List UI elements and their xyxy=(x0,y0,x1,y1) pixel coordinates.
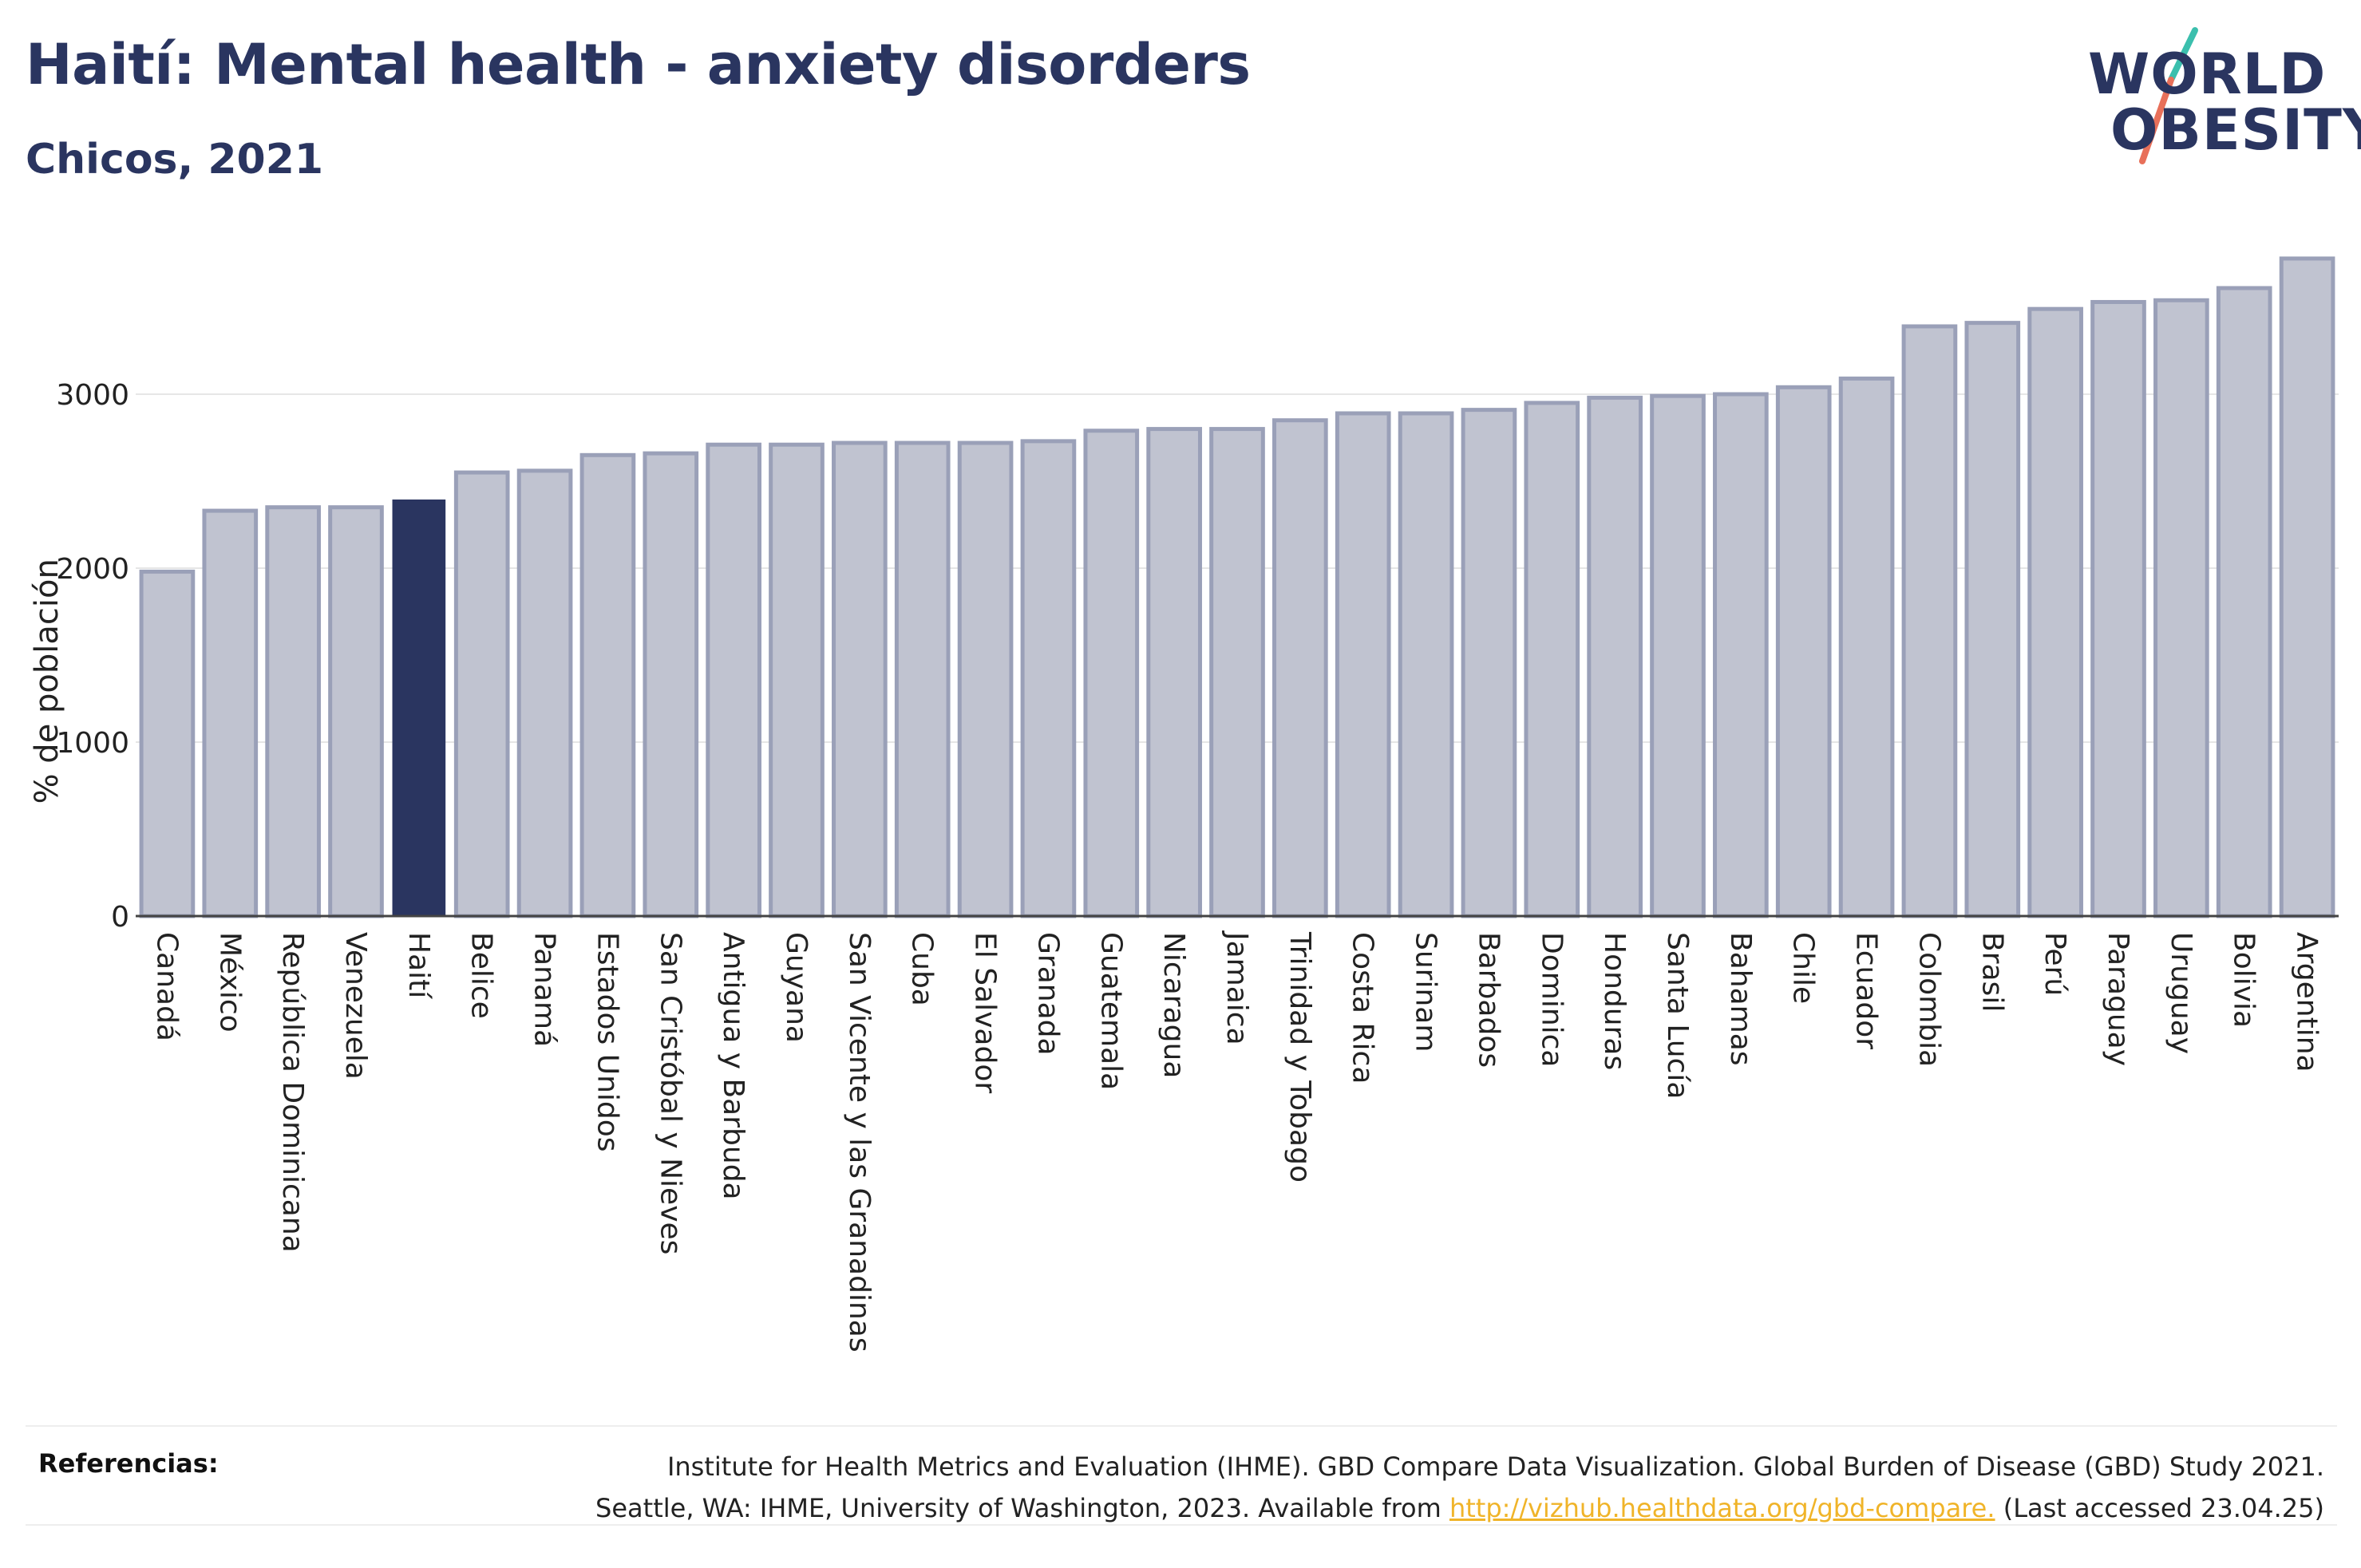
bar xyxy=(1524,401,1580,918)
x-tick-label: Belice xyxy=(465,932,498,1019)
x-tick-label: Chile xyxy=(1787,932,1820,1004)
bar xyxy=(579,452,636,918)
x-tick-label: Costa Rica xyxy=(1347,932,1379,1084)
bar xyxy=(2216,286,2272,918)
bar-chart: 0 1000 2000 3000 % de población Canadá México R… xyxy=(29,256,2339,1353)
logo-slash-icon xyxy=(2139,27,2198,164)
x-tick-label: Surinam xyxy=(1410,932,1442,1052)
bar xyxy=(202,508,259,918)
x-tick-label: Estados Unidos xyxy=(591,932,623,1152)
footer-divider-bottom xyxy=(26,1524,2337,1526)
x-tick-label: Brasil xyxy=(1975,932,2008,1012)
bar xyxy=(769,442,825,918)
bar xyxy=(1461,408,1517,918)
bar xyxy=(328,505,384,918)
x-tick-label: Ecuador xyxy=(1850,932,1883,1049)
x-tick-label: Cuba xyxy=(906,932,939,1006)
x-tick-label: Colombia xyxy=(1912,932,1945,1067)
world-obesity-logo: WORLD OBESITY xyxy=(2075,24,2361,168)
chart-subtitle: Chicos, 2021 xyxy=(26,136,324,184)
bar xyxy=(1398,411,1454,918)
x-tick-label: Trinidad y Tobago xyxy=(1283,931,1316,1183)
y-axis-label: % de población xyxy=(29,559,65,804)
bar xyxy=(894,440,951,918)
bar xyxy=(1146,427,1202,918)
bar xyxy=(2153,298,2209,918)
bar xyxy=(2279,256,2335,918)
x-tick-label: Guatemala xyxy=(1094,932,1127,1090)
x-tick-label: Perú xyxy=(2039,932,2071,996)
y-tick-label: 2000 xyxy=(56,553,129,586)
x-tick-label: Guyana xyxy=(780,932,813,1043)
x-tick-label: Paraguay xyxy=(2102,932,2134,1066)
references-text: Institute for Health Metrics and Evaluat… xyxy=(595,1446,2324,1529)
x-tick-label: Jamaica xyxy=(1220,930,1253,1045)
bar xyxy=(1083,429,1140,918)
references-line2-prefix: Seattle, WA: IHME, University of Washing… xyxy=(595,1493,1449,1523)
x-tick-label: Venezuela xyxy=(339,932,372,1080)
x-tick-label: Dominica xyxy=(1535,932,1568,1068)
chart-title: Haití: Mental health - anxiety disorders xyxy=(26,32,1251,97)
bar xyxy=(832,440,888,918)
bar xyxy=(643,451,699,918)
logo-line1: WORLD xyxy=(2088,41,2327,107)
logo-line2: OBESITY xyxy=(2110,97,2361,163)
bar xyxy=(1272,418,1328,918)
x-tick-label: República Dominicana xyxy=(276,932,309,1253)
bar xyxy=(2090,299,2146,918)
x-tick-label: Santa Lucía xyxy=(1661,932,1694,1099)
references-line2-suffix: (Last accessed 23.04.25) xyxy=(1995,1493,2324,1523)
references-link[interactable]: http://vizhub.healthdata.org/gbd-compare… xyxy=(1449,1493,1995,1523)
x-tick-label: Nicaragua xyxy=(1157,932,1190,1078)
bar xyxy=(1775,385,1832,918)
bar xyxy=(139,569,196,918)
x-tick-label: Barbados xyxy=(1472,932,1505,1068)
y-tick-label: 3000 xyxy=(56,379,129,412)
references-label: Referencias: xyxy=(38,1448,219,1479)
bar xyxy=(706,442,761,918)
x-tick-label: Bahamas xyxy=(1724,932,1757,1066)
x-tick-label: San Cristóbal y Nieves xyxy=(654,932,686,1254)
x-tick-label: Haití xyxy=(402,932,435,999)
x-tick-label: Granada xyxy=(1031,932,1064,1056)
bar xyxy=(1587,395,1643,918)
x-tick-label: Antigua y Barbuda xyxy=(717,932,749,1200)
bar xyxy=(1209,427,1265,918)
bar xyxy=(1335,411,1391,918)
bar xyxy=(1713,392,1769,918)
references-line2: Seattle, WA: IHME, University of Washing… xyxy=(595,1487,2324,1529)
bar xyxy=(1650,393,1706,918)
y-tick-label: 0 xyxy=(111,901,129,934)
x-tick-label: México xyxy=(213,932,246,1033)
x-tick-label: El Salvador xyxy=(969,932,1002,1093)
bar xyxy=(1838,376,1895,918)
x-tick-label: Bolivia xyxy=(2228,932,2260,1028)
x-tick-label: San Vicente y las Granadinas xyxy=(843,932,876,1353)
x-tick-label: Canadá xyxy=(150,932,183,1041)
bar xyxy=(2027,306,2083,918)
x-tick-label: Honduras xyxy=(1598,932,1631,1070)
x-tick-label: Uruguay xyxy=(2165,932,2197,1054)
bar xyxy=(957,440,1014,918)
bar xyxy=(265,505,321,918)
footer-divider-top xyxy=(26,1425,2337,1427)
bar xyxy=(516,468,573,918)
y-tick-label: 1000 xyxy=(56,727,129,760)
bar xyxy=(1020,439,1077,918)
bar xyxy=(1901,324,1958,918)
x-tick-label: Panamá xyxy=(528,932,561,1047)
bar xyxy=(453,470,510,918)
bar xyxy=(392,499,446,917)
references-line1: Institute for Health Metrics and Evaluat… xyxy=(666,1451,2324,1482)
bar xyxy=(1964,321,2021,918)
x-tick-label: Argentina xyxy=(2291,932,2323,1072)
